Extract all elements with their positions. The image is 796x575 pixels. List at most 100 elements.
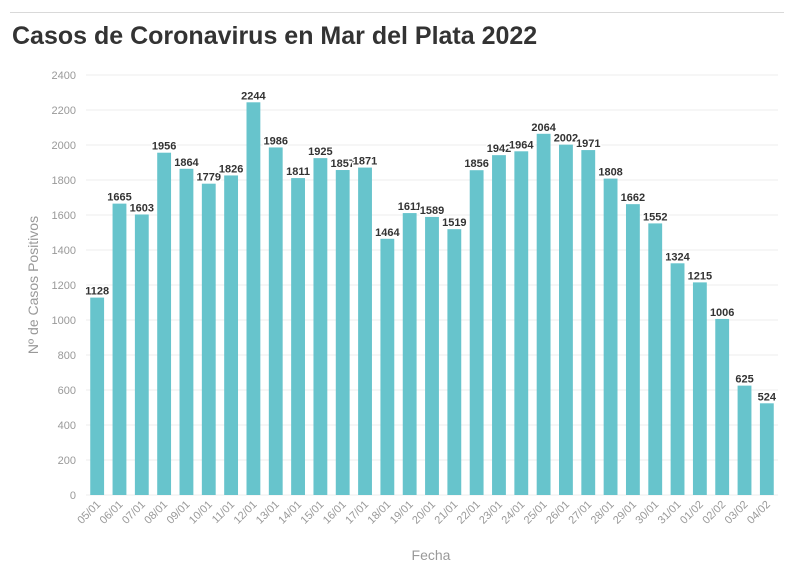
y-tick-label: 1400 — [52, 245, 76, 257]
bar-value-label: 1986 — [263, 135, 287, 147]
bar — [291, 178, 305, 495]
x-tick-label: 13/01 — [254, 499, 282, 527]
x-tick-label: 09/01 — [165, 499, 193, 527]
bar — [224, 175, 239, 495]
bar — [157, 152, 172, 495]
bar — [246, 102, 261, 496]
bar — [90, 297, 105, 495]
bar-value-label: 1589 — [420, 205, 444, 217]
x-tick-label: 01/02 — [678, 499, 706, 527]
x-tick-label: 30/01 — [633, 499, 661, 527]
bar-value-label: 1808 — [598, 167, 622, 179]
bar-value-label: 1942 — [487, 143, 511, 155]
x-tick-label: 20/01 — [410, 499, 438, 527]
bar — [603, 178, 618, 495]
bar — [625, 204, 640, 495]
bar-value-label: 1552 — [643, 211, 667, 223]
x-tick-label: 12/01 — [232, 499, 260, 527]
x-tick-label: 26/01 — [544, 499, 572, 527]
x-tick-label: 27/01 — [566, 499, 594, 527]
x-tick-label: 10/01 — [187, 499, 215, 527]
bar — [492, 155, 506, 495]
x-tick-label: 22/01 — [455, 499, 483, 527]
x-tick-label: 07/01 — [120, 499, 148, 527]
bar — [536, 133, 551, 496]
bar — [402, 213, 417, 495]
x-tick-label: 24/01 — [499, 499, 527, 527]
bar — [447, 229, 462, 496]
bar — [670, 263, 685, 495]
y-tick-label: 800 — [58, 350, 76, 362]
bar-value-label: 1826 — [219, 163, 243, 175]
bar-value-label: 1925 — [308, 146, 332, 158]
bar — [514, 151, 529, 496]
x-tick-label: 21/01 — [432, 499, 460, 527]
bar-value-label: 2244 — [241, 90, 266, 102]
y-tick-label: 600 — [58, 385, 76, 397]
y-tick-label: 200 — [58, 455, 76, 467]
x-axis-title: Fecha — [412, 547, 451, 563]
x-tick-label: 18/01 — [366, 499, 394, 527]
bar-value-label: 1871 — [353, 156, 377, 168]
x-tick-label: 14/01 — [276, 499, 304, 527]
chart-title: Casos de Coronavirus en Mar del Plata 20… — [12, 22, 538, 50]
bar — [648, 223, 663, 495]
x-tick-label: 08/01 — [142, 499, 170, 527]
bar — [179, 168, 194, 496]
bar-value-label: 2002 — [554, 133, 578, 145]
y-tick-label: 1000 — [52, 315, 76, 327]
x-tick-label: 28/01 — [589, 499, 617, 527]
bar — [335, 170, 350, 495]
bar — [737, 385, 752, 495]
y-axis-ticks: 0 200 400 600 800 1000 1200 1400 1600 1800 2000 220… — [52, 70, 76, 502]
bar-value-label: 1006 — [710, 307, 734, 319]
y-tick-label: 1200 — [52, 280, 76, 292]
x-tick-label: 19/01 — [388, 499, 416, 527]
y-tick-label: 0 — [70, 490, 76, 502]
bar — [559, 144, 573, 495]
bar-value-label: 1857 — [330, 158, 354, 170]
y-tick-label: 1800 — [52, 175, 76, 187]
bar-value-label: 1603 — [130, 202, 154, 214]
y-axis-title: Nº de Casos Positivos — [25, 216, 41, 354]
bar-value-label: 1864 — [174, 157, 199, 169]
top-divider — [10, 12, 784, 13]
x-tick-label: 03/02 — [723, 499, 751, 527]
bar-value-label: 1964 — [509, 139, 534, 151]
x-tick-label: 04/02 — [745, 499, 773, 527]
y-tick-label: 2400 — [52, 70, 76, 82]
bar — [112, 203, 127, 495]
bar-value-label: 1662 — [621, 192, 645, 204]
x-tick-label: 25/01 — [522, 499, 550, 527]
x-tick-label: 31/01 — [656, 499, 684, 527]
bar — [469, 170, 484, 495]
bar — [268, 147, 283, 495]
bar — [759, 403, 774, 495]
bar-value-label: 1519 — [442, 217, 466, 229]
y-tick-label: 400 — [58, 420, 76, 432]
bar-value-label: 1128 — [85, 286, 109, 298]
x-tick-label: 17/01 — [343, 499, 371, 527]
bar-value-label: 1611 — [398, 201, 422, 213]
bar-value-label: 1779 — [197, 172, 221, 184]
x-tick-label: 11/01 — [210, 499, 237, 526]
bar — [134, 214, 149, 495]
bar — [201, 183, 216, 496]
bar — [313, 158, 328, 495]
bar-value-label: 1665 — [107, 192, 131, 204]
x-tick-label: 05/01 — [75, 499, 103, 527]
bar-value-label: 524 — [758, 391, 777, 403]
x-tick-label: 23/01 — [477, 499, 505, 527]
bar — [692, 282, 707, 495]
bar — [358, 167, 372, 495]
x-tick-label: 02/02 — [700, 499, 728, 527]
y-tick-label: 1600 — [52, 210, 76, 222]
x-tick-label: 29/01 — [611, 499, 639, 527]
bar-value-label: 1956 — [152, 141, 176, 153]
bar-value-label: 1324 — [665, 251, 690, 263]
bar-value-label: 1971 — [576, 138, 600, 150]
y-tick-label: 2000 — [52, 140, 76, 152]
x-tick-label: 06/01 — [98, 499, 126, 527]
